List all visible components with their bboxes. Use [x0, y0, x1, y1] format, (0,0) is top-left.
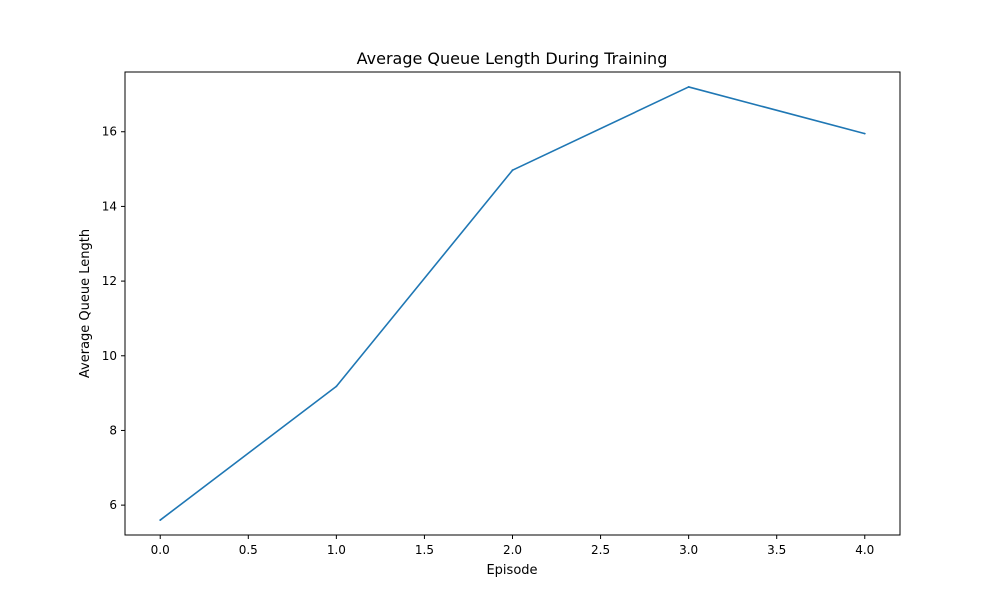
x-tick-label: 2.0 [503, 543, 522, 557]
data-point [687, 86, 690, 88]
y-tick-label: 6 [109, 498, 117, 512]
plot-area [159, 86, 866, 521]
x-tick-label: 3.5 [767, 543, 786, 557]
y-tick-label: 12 [102, 274, 117, 288]
x-tick-label: 2.5 [591, 543, 610, 557]
y-tick-label: 10 [102, 349, 117, 363]
data-point [159, 519, 162, 521]
data-point [511, 169, 514, 172]
plot-frame [124, 71, 901, 536]
x-tick-label: 4.0 [855, 543, 874, 557]
data-point [863, 132, 866, 135]
y-tick-label: 16 [102, 125, 117, 139]
x-tick-label: 1.0 [327, 543, 346, 557]
x-axis-label: Episode [486, 563, 537, 578]
y-tick-label: 14 [102, 199, 117, 213]
x-tick-label: 1.5 [415, 543, 434, 557]
x-axis: 0.0 0.5 1.0 1.5 2.0 2.5 3.0 3.5 4.0 [151, 535, 874, 557]
x-tick-label: 0.5 [239, 543, 258, 557]
chart-title: Average Queue Length During Training [357, 49, 668, 68]
y-axis: 6 8 10 12 14 16 [102, 125, 125, 512]
y-axis-label: Average Queue Length [78, 229, 93, 378]
x-tick-label: 0.0 [151, 543, 170, 557]
data-point [335, 385, 338, 388]
series-line [159, 86, 865, 521]
y-tick-label: 8 [109, 423, 117, 437]
x-tick-label: 3.0 [679, 543, 698, 557]
